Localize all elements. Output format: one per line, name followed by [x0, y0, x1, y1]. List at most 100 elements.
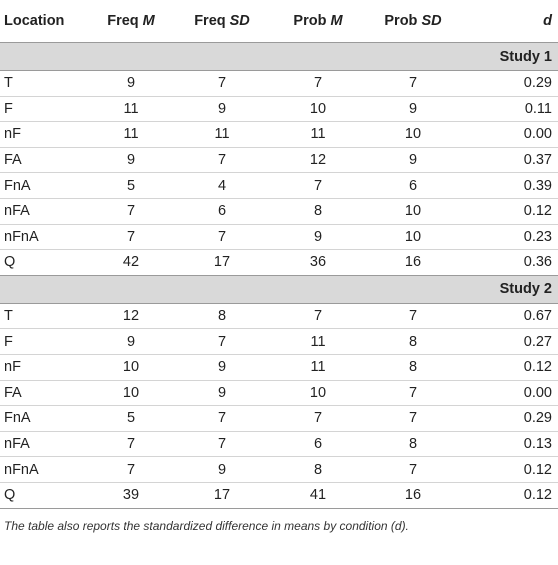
table-cell: 0.27: [460, 328, 558, 355]
table-row: Q 39 17 41 16 0.12: [0, 482, 558, 509]
table-cell: nF: [0, 354, 88, 381]
table-header-row: Location Freq M Freq SD Prob M Prob SD d: [0, 0, 558, 43]
header-freq-m: Freq M: [88, 0, 174, 43]
table-cell: 39: [88, 482, 174, 509]
results-table-container: Location Freq M Freq SD Prob M Prob SD d…: [0, 0, 558, 533]
table-cell: 0.12: [460, 354, 558, 381]
table-cell: 0.67: [460, 303, 558, 330]
table-cell: 16: [366, 482, 460, 509]
table-cell: 6: [174, 198, 270, 225]
table-row: nFA 7 6 8 10 0.12: [0, 198, 558, 225]
table-cell: 9: [174, 96, 270, 123]
table-row: nFnA 7 9 8 7 0.12: [0, 456, 558, 483]
section-title: Study 2: [0, 274, 558, 304]
table-cell: nFnA: [0, 224, 88, 251]
table-cell: 7: [366, 303, 460, 330]
table-cell: 0.00: [460, 121, 558, 148]
table-cell: 17: [174, 249, 270, 276]
table-cell: 6: [270, 431, 366, 458]
table-cell: 11: [88, 121, 174, 148]
table-cell: 11: [270, 354, 366, 381]
table-cell: 7: [366, 70, 460, 97]
table-row: F 9 7 11 8 0.27: [0, 328, 558, 355]
table-cell: 11: [174, 121, 270, 148]
table-cell: T: [0, 303, 88, 330]
table-cell: nF: [0, 121, 88, 148]
table-cell: nFA: [0, 198, 88, 225]
table-cell: 10: [88, 380, 174, 407]
table-cell: FA: [0, 147, 88, 174]
table-cell: 10: [270, 380, 366, 407]
table-cell: 9: [366, 96, 460, 123]
table-cell: 9: [366, 147, 460, 174]
section-header-row: Study 2: [0, 274, 558, 304]
table-cell: 0.39: [460, 172, 558, 199]
table-row: FA 9 7 12 9 0.37: [0, 147, 558, 174]
table-cell: 9: [88, 328, 174, 355]
table-cell: 7: [174, 328, 270, 355]
table-row: T 9 7 7 7 0.29: [0, 70, 558, 97]
table-cell: 8: [366, 431, 460, 458]
header-freq-sd: Freq SD: [174, 0, 270, 43]
table-cell: 12: [88, 303, 174, 330]
table-cell: 0.00: [460, 380, 558, 407]
header-d: d: [460, 0, 558, 43]
table-cell: FnA: [0, 405, 88, 432]
table-cell: 9: [88, 70, 174, 97]
table-cell: 36: [270, 249, 366, 276]
table-cell: 0.11: [460, 96, 558, 123]
section-title: Study 1: [0, 42, 558, 71]
table-cell: 8: [174, 303, 270, 330]
table-cell: 7: [366, 380, 460, 407]
table-row: T 12 8 7 7 0.67: [0, 303, 558, 330]
table-cell: 0.12: [460, 482, 558, 509]
table-row: nF 11 11 11 10 0.00: [0, 121, 558, 148]
table-cell: nFnA: [0, 456, 88, 483]
table-cell: 11: [88, 96, 174, 123]
table-cell: 41: [270, 482, 366, 509]
table-cell: 12: [270, 147, 366, 174]
table-cell: 7: [174, 431, 270, 458]
table-row: F 11 9 10 9 0.11: [0, 96, 558, 123]
table-cell: 8: [366, 354, 460, 381]
table-cell: 10: [270, 96, 366, 123]
table-cell: F: [0, 328, 88, 355]
table-cell: Q: [0, 249, 88, 276]
table-cell: Q: [0, 482, 88, 509]
table-cell: 6: [366, 172, 460, 199]
table-cell: nFA: [0, 431, 88, 458]
table-cell: 8: [270, 456, 366, 483]
table-cell: 0.12: [460, 456, 558, 483]
table-cell: 4: [174, 172, 270, 199]
table-row: FnA 5 7 7 7 0.29: [0, 405, 558, 432]
table-row: nFnA 7 7 9 10 0.23: [0, 224, 558, 251]
section-header-row: Study 1: [0, 42, 558, 71]
header-prob-sd: Prob SD: [366, 0, 460, 43]
table-cell: FA: [0, 380, 88, 407]
table-cell: 0.23: [460, 224, 558, 251]
table-cell: 11: [270, 328, 366, 355]
table-cell: T: [0, 70, 88, 97]
table-cell: 7: [366, 405, 460, 432]
table-body: Study 1 T 9 7 7 7 0.29 F 11 9 10 9 0.11 nF 11 11 11 10 0.0…: [0, 42, 558, 509]
table-cell: 7: [174, 70, 270, 97]
table-cell: F: [0, 96, 88, 123]
table-cell: 9: [270, 224, 366, 251]
table-cell: 9: [174, 456, 270, 483]
table-cell: 5: [88, 405, 174, 432]
table-cell: 7: [174, 224, 270, 251]
table-cell: 7: [270, 405, 366, 432]
header-prob-m: Prob M: [270, 0, 366, 43]
table-cell: 42: [88, 249, 174, 276]
table-footnote: The table also reports the standardized …: [4, 518, 409, 533]
results-table: Location Freq M Freq SD Prob M Prob SD d…: [0, 0, 558, 509]
table-row: Q 42 17 36 16 0.36: [0, 249, 558, 276]
table-cell: 8: [366, 328, 460, 355]
table-row: FA 10 9 10 7 0.00: [0, 380, 558, 407]
table-row: nFA 7 7 6 8 0.13: [0, 431, 558, 458]
table-cell: 17: [174, 482, 270, 509]
table-cell: 7: [270, 303, 366, 330]
table-cell: 7: [174, 405, 270, 432]
table-cell: 9: [88, 147, 174, 174]
table-cell: 7: [88, 456, 174, 483]
